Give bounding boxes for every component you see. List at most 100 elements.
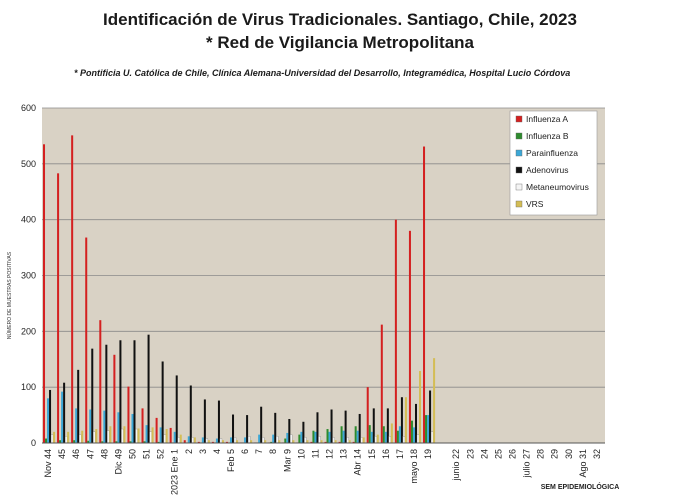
legend-swatch <box>515 166 523 174</box>
bar <box>427 415 430 443</box>
y-tick-label: 300 <box>21 271 36 281</box>
bar <box>425 415 428 443</box>
bar <box>123 426 126 443</box>
x-tick-label: 48 <box>99 449 109 459</box>
bar <box>225 441 228 443</box>
bar <box>85 237 88 443</box>
bar <box>61 391 64 443</box>
bar <box>177 437 180 444</box>
bar <box>390 423 393 443</box>
bar <box>320 440 323 443</box>
bar <box>127 386 130 443</box>
x-tick-label: 26 <box>508 449 518 459</box>
y-tick-label: 400 <box>21 215 36 225</box>
bar <box>324 441 327 443</box>
bar <box>149 431 152 444</box>
bar <box>412 427 415 443</box>
bar <box>157 441 160 443</box>
bar <box>354 426 357 443</box>
legend-swatch <box>515 200 523 208</box>
x-tick-label: 2 <box>184 449 194 454</box>
bar <box>141 408 144 443</box>
bar <box>87 440 90 443</box>
bar <box>396 430 399 443</box>
x-tick-label: junio 22 <box>451 449 461 482</box>
bar <box>133 340 136 443</box>
y-axis-label: NÚMERO DE MUESTRAS POSITIVAS <box>6 251 13 339</box>
x-tick-label: 50 <box>127 449 137 459</box>
bar <box>332 437 335 444</box>
bar <box>187 436 190 443</box>
x-tick-label: 32 <box>592 449 602 459</box>
x-tick-label: 17 <box>395 449 405 459</box>
bar <box>207 440 210 443</box>
x-tick-label: Ago 31 <box>578 449 588 478</box>
x-tick-label: Mar 9 <box>282 449 292 472</box>
bar <box>147 334 150 443</box>
bar <box>374 436 377 444</box>
chart-subtitle: * Pontificia U. Católica de Chile, Clíni… <box>74 68 571 78</box>
bar <box>382 426 385 443</box>
bar <box>408 230 411 443</box>
x-tick-label: julio 27 <box>522 449 532 479</box>
x-tick-label: 46 <box>71 449 81 459</box>
y-tick-label: 100 <box>21 382 36 392</box>
bar <box>73 440 76 443</box>
x-tick-label: 25 <box>493 449 503 459</box>
bar <box>304 437 307 444</box>
bar <box>45 438 48 443</box>
bar <box>131 413 134 443</box>
bar <box>430 431 434 444</box>
bar <box>155 417 158 443</box>
bar <box>179 434 182 443</box>
x-tick-label: 52 <box>156 449 166 459</box>
bar <box>189 385 192 443</box>
bar <box>233 437 237 444</box>
bar <box>306 440 309 443</box>
bar <box>433 358 436 443</box>
bar <box>419 370 422 443</box>
bar <box>113 354 116 443</box>
x-tick-label: 10 <box>296 449 306 459</box>
legend-swatch <box>515 132 523 140</box>
bar <box>129 441 132 443</box>
x-tick-label: Abr 14 <box>353 449 363 476</box>
bar <box>416 434 420 444</box>
bar <box>119 340 122 443</box>
legend: Influenza A Influenza B Parainfluenza Adeno… <box>509 110 598 216</box>
bar <box>137 428 140 443</box>
bar <box>49 389 52 443</box>
bar <box>230 437 233 443</box>
bar <box>71 135 74 443</box>
bar <box>286 432 289 443</box>
bar <box>145 425 148 443</box>
bar <box>290 434 293 444</box>
bar <box>101 441 104 443</box>
x-tick-label: 15 <box>367 449 377 459</box>
bar <box>135 428 138 444</box>
bar <box>338 441 341 443</box>
bar <box>173 431 176 443</box>
bar <box>270 441 273 443</box>
bar <box>366 387 369 443</box>
legend-entry: Influenza B <box>526 131 569 141</box>
bar <box>47 398 50 443</box>
bar <box>161 361 164 443</box>
bar <box>328 431 331 443</box>
bar <box>368 425 371 443</box>
bar <box>63 382 66 443</box>
bar <box>246 415 249 443</box>
bar <box>298 434 301 443</box>
bar <box>247 436 251 444</box>
x-tick-label: 16 <box>381 449 391 459</box>
legend-entry: VRS <box>526 199 544 209</box>
bar <box>404 397 407 443</box>
x-tick-label: 12 <box>325 449 335 459</box>
bar <box>346 437 349 444</box>
x-tick-label: 29 <box>550 449 560 459</box>
bar <box>316 412 319 443</box>
bar <box>300 431 303 443</box>
bar <box>236 440 239 443</box>
bar <box>384 431 387 443</box>
x-tick-label: 24 <box>479 449 489 459</box>
